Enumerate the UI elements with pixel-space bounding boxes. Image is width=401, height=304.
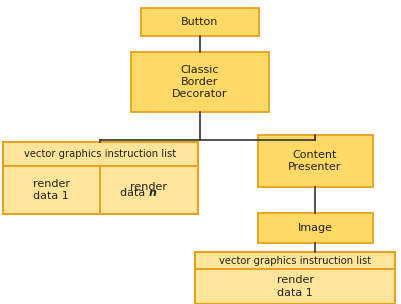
Text: Button: Button xyxy=(181,17,219,27)
FancyBboxPatch shape xyxy=(257,135,373,187)
Text: n: n xyxy=(149,188,157,198)
Text: Classic
Border
Decorator: Classic Border Decorator xyxy=(172,65,228,99)
Text: data: data xyxy=(120,188,149,198)
Text: render: render xyxy=(130,182,167,192)
Text: Image: Image xyxy=(298,223,332,233)
FancyBboxPatch shape xyxy=(100,166,198,214)
FancyBboxPatch shape xyxy=(257,213,373,243)
Text: data n: data n xyxy=(131,188,167,198)
FancyBboxPatch shape xyxy=(131,52,269,112)
FancyBboxPatch shape xyxy=(141,8,259,36)
Text: render
data 1: render data 1 xyxy=(277,275,314,298)
Text: Content
Presenter: Content Presenter xyxy=(288,150,342,172)
FancyBboxPatch shape xyxy=(195,252,395,269)
FancyBboxPatch shape xyxy=(2,142,198,166)
Text: render
data 1: render data 1 xyxy=(33,179,70,201)
FancyBboxPatch shape xyxy=(195,269,395,304)
Text: vector graphics instruction list: vector graphics instruction list xyxy=(219,256,371,266)
Text: vector graphics instruction list: vector graphics instruction list xyxy=(24,149,176,159)
FancyBboxPatch shape xyxy=(2,166,100,214)
